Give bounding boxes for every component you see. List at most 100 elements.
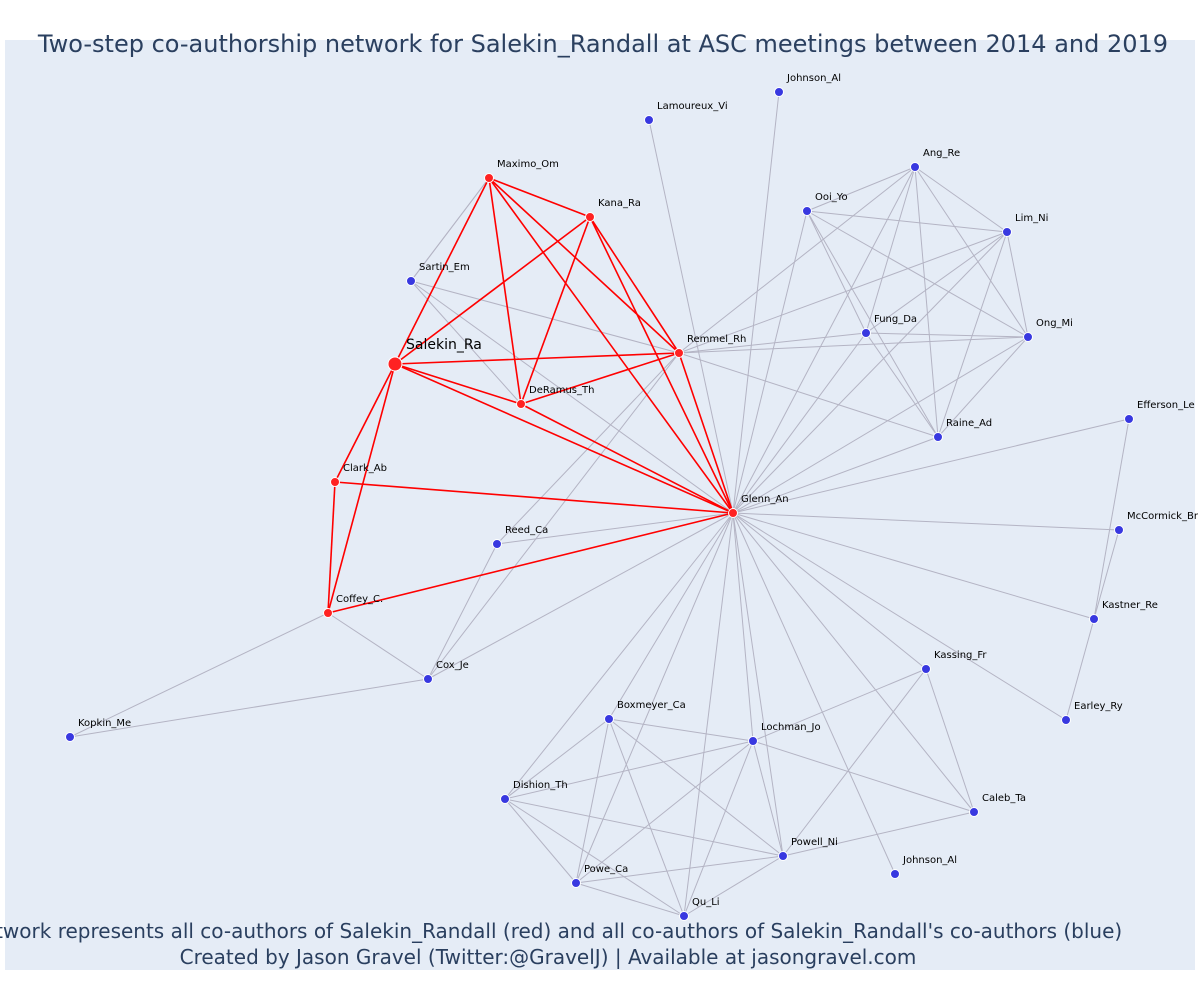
edge-gray-cox-kopkin bbox=[69, 678, 429, 738]
edge-gray-ong-glenn bbox=[732, 336, 1029, 514]
node-johnson1[interactable] bbox=[774, 87, 784, 97]
node-qu[interactable] bbox=[679, 911, 689, 921]
node-kopkin[interactable] bbox=[65, 732, 75, 742]
node-label-salekin: Salekin_Ra bbox=[406, 337, 482, 353]
node-label-lim: Lim_Ni bbox=[1015, 213, 1048, 224]
node-deramus[interactable] bbox=[516, 399, 526, 409]
node-dishion[interactable] bbox=[500, 794, 510, 804]
node-label-deramus: DeRamus_Th bbox=[529, 385, 594, 396]
node-sartin[interactable] bbox=[406, 276, 416, 286]
edge-gray-ooi-glenn bbox=[732, 210, 808, 514]
node-efferson[interactable] bbox=[1124, 414, 1134, 424]
node-label-kastner: Kastner_Re bbox=[1102, 600, 1158, 611]
edge-gray-kassing-glenn bbox=[732, 512, 927, 670]
edge-gray-mccormick-glenn bbox=[732, 512, 1120, 531]
edge-gray-ong-remmel bbox=[678, 336, 1029, 354]
node-lim[interactable] bbox=[1002, 227, 1012, 237]
node-reed[interactable] bbox=[492, 539, 502, 549]
node-powe[interactable] bbox=[571, 878, 581, 888]
edge-gray-boxmeyer-powell bbox=[608, 718, 784, 857]
node-ooi[interactable] bbox=[802, 206, 812, 216]
node-label-reed: Reed_Ca bbox=[505, 525, 548, 536]
red-edges bbox=[327, 177, 734, 614]
edge-gray-efferson-kastner bbox=[1093, 418, 1130, 620]
edge-gray-kassing-powell bbox=[782, 668, 927, 857]
edge-gray-powe-glenn bbox=[575, 512, 734, 884]
node-coffey[interactable] bbox=[323, 608, 333, 618]
node-clark[interactable] bbox=[330, 477, 340, 487]
node-label-caleb: Caleb_Ta bbox=[982, 793, 1026, 804]
node-kana[interactable] bbox=[585, 212, 595, 222]
edge-gray-lochman-powell bbox=[752, 740, 784, 857]
edge-gray-powell-qu bbox=[683, 855, 784, 917]
edge-gray-cox-glenn bbox=[427, 512, 734, 680]
node-labels-layer: Salekin_Ra Maximo_Om Kana_Ra DeRamus_Th Remm… bbox=[78, 73, 1199, 908]
node-maximo[interactable] bbox=[484, 173, 494, 183]
node-lochman[interactable] bbox=[748, 736, 758, 746]
edge-gray-sartin-deramus bbox=[410, 280, 522, 405]
edge-gray-boxmeyer-glenn bbox=[608, 512, 734, 720]
node-label-coffey: Coffey_C. bbox=[336, 594, 383, 605]
node-ang[interactable] bbox=[910, 162, 920, 172]
node-label-fung: Fung_Da bbox=[874, 314, 917, 325]
node-johnson2[interactable] bbox=[890, 869, 900, 879]
edge-gray-boxmeyer-powe bbox=[575, 718, 610, 884]
edge-gray-boxmeyer-qu bbox=[608, 718, 685, 917]
edge-red-maximo-remmel bbox=[488, 177, 680, 354]
edge-red-kana-remmel bbox=[589, 216, 680, 354]
node-kassing[interactable] bbox=[921, 664, 931, 674]
node-powell[interactable] bbox=[778, 851, 788, 861]
node-label-cox: Cox_Je bbox=[436, 660, 469, 671]
node-salekin[interactable] bbox=[387, 356, 403, 372]
edge-gray-caleb-glenn bbox=[732, 512, 975, 813]
edge-gray-ong-raine bbox=[937, 336, 1029, 438]
node-ong[interactable] bbox=[1023, 332, 1033, 342]
node-lamoureux[interactable] bbox=[644, 115, 654, 125]
node-earley[interactable] bbox=[1061, 715, 1071, 725]
edge-gray-lim-remmel bbox=[678, 231, 1008, 354]
edge-gray-ang-lim bbox=[914, 166, 1008, 233]
edge-red-kana-glenn bbox=[589, 216, 734, 514]
edge-gray-cox-remmel bbox=[427, 352, 680, 680]
node-label-johnson1: Johnson_Al bbox=[786, 73, 841, 84]
node-label-maximo: Maximo_Om bbox=[497, 159, 559, 170]
edge-gray-ang-remmel bbox=[678, 166, 916, 354]
node-mccormick[interactable] bbox=[1114, 525, 1124, 535]
node-label-clark: Clark_Ab bbox=[343, 463, 387, 474]
edge-gray-dishion-powe bbox=[504, 798, 577, 884]
node-caleb[interactable] bbox=[969, 807, 979, 817]
edge-gray-ang-raine bbox=[914, 166, 939, 438]
edge-gray-dishion-qu bbox=[504, 798, 685, 917]
node-boxmeyer[interactable] bbox=[604, 714, 614, 724]
footer-line-1: Network represents all co-authors of Sal… bbox=[0, 919, 1122, 943]
plot-background bbox=[5, 40, 1195, 970]
node-cox[interactable] bbox=[423, 674, 433, 684]
edge-gray-raine-glenn bbox=[732, 436, 939, 514]
node-label-earley: Earley_Ry bbox=[1074, 701, 1123, 712]
node-raine[interactable] bbox=[933, 432, 943, 442]
edge-gray-caleb-powell bbox=[782, 811, 975, 857]
node-label-lamoureux: Lamoureux_Vi bbox=[657, 101, 728, 112]
chart-title: Two-step co-authorship network for Salek… bbox=[37, 30, 1168, 58]
edge-gray-sartin-remmel bbox=[410, 280, 680, 354]
node-fung[interactable] bbox=[861, 328, 871, 338]
edge-gray-ooi-lim bbox=[806, 210, 1008, 233]
node-label-powell: Powell_Ni bbox=[791, 837, 838, 848]
edge-gray-kopkin-coffey bbox=[69, 612, 329, 738]
edge-gray-fung-glenn bbox=[732, 332, 867, 514]
edge-gray-lim-glenn bbox=[732, 231, 1008, 514]
edge-gray-fung-remmel bbox=[678, 332, 867, 354]
node-label-mccormick: McCormick_Br bbox=[1127, 511, 1199, 522]
edge-gray-efferson-glenn bbox=[732, 418, 1130, 514]
edge-gray-kastner-earley bbox=[1065, 618, 1095, 721]
edge-gray-lochman-powe bbox=[575, 740, 754, 884]
edge-gray-lim-fung bbox=[865, 231, 1008, 334]
edge-gray-sartin-glenn bbox=[410, 280, 734, 514]
edge-red-maximo-deramus bbox=[488, 177, 522, 405]
node-glenn[interactable] bbox=[728, 508, 738, 518]
node-remmel[interactable] bbox=[674, 348, 684, 358]
edge-gray-raine-remmel bbox=[678, 352, 939, 438]
edge-gray-ang-ong bbox=[914, 166, 1029, 338]
edge-gray-powe-qu bbox=[575, 882, 685, 917]
node-kastner[interactable] bbox=[1089, 614, 1099, 624]
